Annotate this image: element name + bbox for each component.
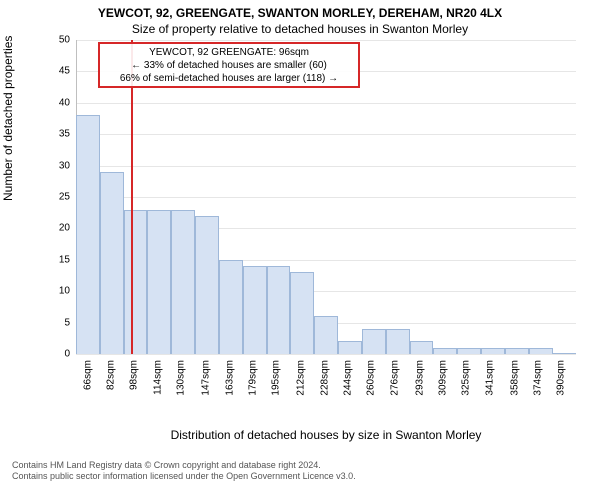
x-axis-label: Distribution of detached houses by size … [76,428,576,442]
histogram-bar [338,341,362,354]
histogram-bar [219,260,243,354]
histogram-bar [290,272,314,354]
x-tick-label: 163sqm [224,360,235,396]
x-tick-label: 374sqm [532,360,543,396]
footer-line-2: Contains public sector information licen… [12,471,356,482]
y-tick-label: 25 [46,192,70,203]
attribution-footer: Contains HM Land Registry data © Crown c… [12,460,356,482]
histogram-bar [195,216,219,354]
histogram-bar [553,353,577,354]
x-tick-label: 293sqm [414,360,425,396]
y-tick-label: 45 [46,66,70,77]
x-tick-label: 390sqm [556,360,567,396]
x-tick-label: 98sqm [129,360,140,390]
histogram-bar [100,172,124,354]
histogram-bar [529,348,553,354]
histogram-bar [76,115,100,354]
x-tick-label: 195sqm [271,360,282,396]
chart-title-address: YEWCOT, 92, GREENGATE, SWANTON MORLEY, D… [0,6,600,20]
callout-line-1: YEWCOT, 92 GREENGATE: 96sqm [104,46,354,59]
y-tick-label: 40 [46,97,70,108]
x-tick-label: 309sqm [437,360,448,396]
x-tick-label: 358sqm [509,360,520,396]
y-tick-label: 15 [46,254,70,265]
y-tick-label: 30 [46,160,70,171]
histogram-bar [147,210,171,354]
x-tick-label: 147sqm [201,360,212,396]
x-tick-label: 244sqm [342,360,353,396]
histogram-bar [433,348,457,354]
histogram-bar [267,266,291,354]
grid-line [76,103,576,104]
chart-subtitle: Size of property relative to detached ho… [0,22,600,36]
footer-line-1: Contains HM Land Registry data © Crown c… [12,460,356,471]
grid-line [76,134,576,135]
grid-line [76,197,576,198]
histogram-bar [386,329,410,354]
x-tick-label: 276sqm [389,360,400,396]
grid-line [76,40,576,41]
y-tick-label: 35 [46,129,70,140]
callout-line-2: ← 33% of detached houses are smaller (60… [104,59,354,72]
grid-line [76,166,576,167]
x-tick-label: 114sqm [152,360,163,395]
x-tick-label: 130sqm [176,360,187,396]
histogram-bar [481,348,505,354]
histogram-bar [505,348,529,354]
property-callout-box: YEWCOT, 92 GREENGATE: 96sqm ← 33% of det… [98,42,360,88]
y-tick-label: 5 [46,317,70,328]
histogram-bar [314,316,338,354]
grid-line [76,354,576,355]
histogram-bar [171,210,195,354]
x-tick-label: 228sqm [319,360,330,396]
x-tick-label: 179sqm [247,360,258,396]
histogram-bar [362,329,386,354]
histogram-bar [124,210,148,354]
histogram-bar [243,266,267,354]
callout-line-3: 66% of semi-detached houses are larger (… [104,72,354,85]
y-tick-label: 50 [46,35,70,46]
histogram-bar [410,341,434,354]
y-tick-label: 20 [46,223,70,234]
x-tick-label: 212sqm [296,360,307,396]
x-tick-label: 260sqm [366,360,377,396]
y-tick-label: 0 [46,349,70,360]
x-tick-label: 66sqm [82,360,93,390]
x-tick-label: 341sqm [484,360,495,396]
y-tick-label: 10 [46,286,70,297]
x-tick-label: 82sqm [106,360,117,390]
histogram-bar [457,348,481,354]
x-tick-label: 325sqm [461,360,472,396]
